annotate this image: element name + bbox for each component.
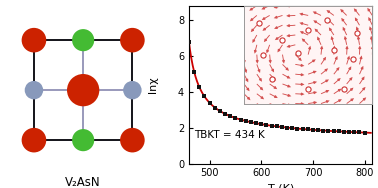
Point — [346, 130, 352, 133]
Circle shape — [22, 28, 46, 52]
Text: TBKT = 434 K: TBKT = 434 K — [195, 130, 265, 140]
Point — [320, 129, 326, 132]
Point — [191, 70, 197, 73]
Circle shape — [120, 128, 145, 152]
Point — [331, 130, 337, 133]
Point — [341, 130, 347, 133]
Point — [227, 115, 233, 118]
Point — [351, 131, 357, 134]
Point — [253, 122, 259, 125]
Point — [196, 86, 202, 89]
Point — [269, 124, 275, 127]
Point — [263, 124, 270, 127]
Circle shape — [72, 129, 94, 151]
Point — [336, 130, 342, 133]
Point — [207, 101, 213, 104]
Point — [289, 127, 295, 130]
Point — [356, 131, 363, 134]
Point — [243, 120, 249, 123]
Circle shape — [67, 74, 99, 106]
Point — [315, 129, 321, 132]
X-axis label: T (K): T (K) — [268, 184, 294, 188]
Point — [186, 41, 192, 44]
Point — [274, 125, 280, 128]
Point — [284, 126, 290, 129]
Point — [294, 127, 301, 130]
Point — [217, 110, 223, 113]
Point — [362, 131, 368, 134]
Point — [279, 126, 285, 129]
Circle shape — [25, 81, 43, 99]
Circle shape — [22, 128, 46, 152]
Circle shape — [120, 28, 145, 52]
Text: V₂AsN: V₂AsN — [65, 176, 101, 188]
Point — [310, 128, 316, 131]
Circle shape — [123, 81, 142, 99]
Point — [305, 128, 311, 131]
Point — [201, 95, 208, 98]
Point — [258, 123, 264, 126]
Point — [238, 118, 244, 121]
Y-axis label: lnχ: lnχ — [148, 76, 158, 93]
Point — [248, 121, 254, 124]
Circle shape — [72, 29, 94, 51]
Point — [300, 127, 306, 130]
Point — [232, 117, 239, 120]
Point — [212, 106, 218, 109]
Point — [222, 112, 228, 115]
Point — [325, 129, 332, 132]
